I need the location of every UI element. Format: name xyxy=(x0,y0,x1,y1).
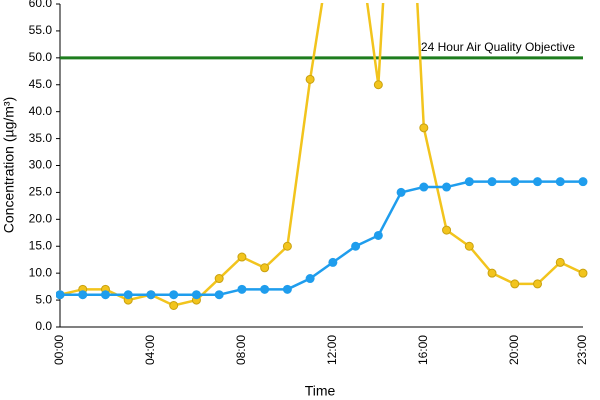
series-marker xyxy=(214,274,224,284)
y-tick-label: 55.0 xyxy=(29,23,53,37)
series-marker xyxy=(260,263,270,273)
series-marker xyxy=(123,290,133,300)
series-marker xyxy=(373,80,383,90)
series-marker xyxy=(305,74,315,84)
plot-area xyxy=(56,3,588,310)
series-marker xyxy=(419,123,429,133)
series-marker xyxy=(578,177,588,187)
y-tick-label: 0.0 xyxy=(35,319,52,333)
y-tick-label: 45.0 xyxy=(29,77,53,91)
y-axis-title: Concentration (µg/m³) xyxy=(1,97,17,233)
y-tick-label: 35.0 xyxy=(29,131,53,145)
series-marker xyxy=(351,241,361,251)
y-tick-label: 30.0 xyxy=(29,158,53,172)
x-tick-label: 12:00 xyxy=(325,335,339,365)
x-tick-label: 00:00 xyxy=(52,335,66,365)
y-tick-label: 50.0 xyxy=(29,50,53,64)
objective-label: 24 Hour Air Quality Objective xyxy=(421,40,575,54)
series-marker xyxy=(487,177,497,187)
series-marker xyxy=(78,290,88,300)
series-marker xyxy=(169,290,179,300)
y-tick-label: 20.0 xyxy=(29,212,53,226)
series-marker xyxy=(169,300,179,310)
series-marker xyxy=(373,230,383,240)
y-tick-label: 60.0 xyxy=(29,0,53,10)
series-marker xyxy=(464,241,474,251)
x-axis-title: Time xyxy=(305,383,336,399)
series-marker xyxy=(510,177,520,187)
series-marker xyxy=(396,187,406,197)
series-marker xyxy=(533,279,543,289)
y-tick-label: 40.0 xyxy=(29,104,53,118)
series-marker xyxy=(578,268,588,278)
series-marker xyxy=(305,274,315,284)
series-marker xyxy=(237,284,247,294)
series-marker xyxy=(464,177,474,187)
x-tick-label: 20:00 xyxy=(507,335,521,365)
series-marker xyxy=(555,177,565,187)
series-marker xyxy=(214,290,224,300)
series-marker xyxy=(146,290,156,300)
series-marker xyxy=(487,268,497,278)
series-marker xyxy=(282,284,292,294)
series-marker xyxy=(100,290,110,300)
series-marker xyxy=(56,290,65,300)
x-tick-label: 08:00 xyxy=(234,335,248,365)
series-marker xyxy=(419,182,429,192)
y-tick-label: 25.0 xyxy=(29,185,53,199)
series-marker xyxy=(442,182,452,192)
x-tick-label: 04:00 xyxy=(143,335,157,365)
series-marker xyxy=(328,257,338,267)
series-marker xyxy=(533,177,543,187)
series-marker xyxy=(555,257,565,267)
series-marker xyxy=(510,279,520,289)
series-marker xyxy=(237,252,247,262)
x-tick-label: 23:00 xyxy=(575,335,589,365)
y-tick-label: 15.0 xyxy=(29,238,53,252)
x-tick-label: 16:00 xyxy=(416,335,430,365)
y-tick-label: 10.0 xyxy=(29,265,53,279)
y-tick-label: 5.0 xyxy=(35,292,52,306)
series-marker xyxy=(260,284,270,294)
series-marker xyxy=(191,290,201,300)
series-marker xyxy=(282,241,292,251)
series-marker xyxy=(442,225,452,235)
